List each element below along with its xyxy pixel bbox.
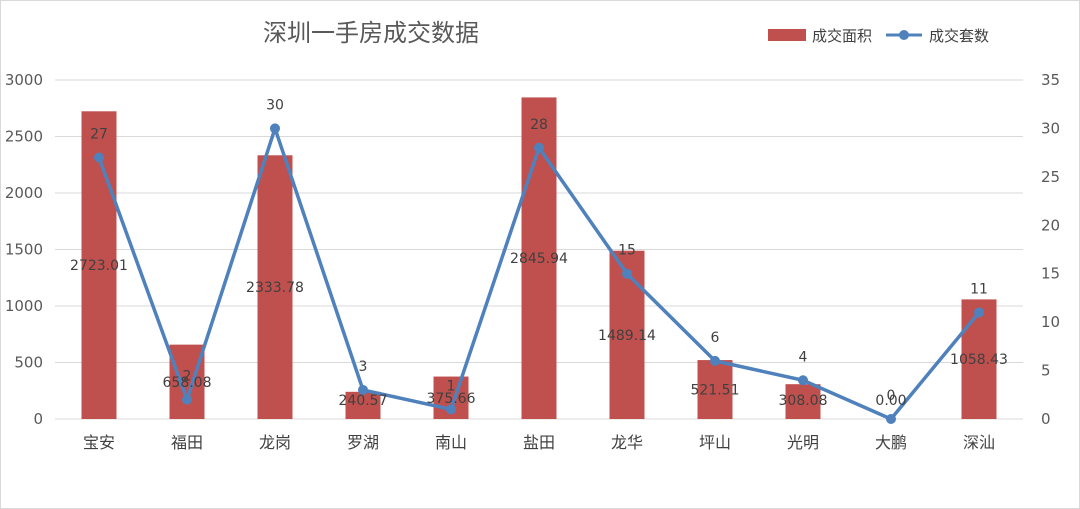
- legend-line-label: 成交套数: [929, 27, 989, 45]
- left-tick-label: 2000: [5, 184, 43, 202]
- right-tick-label: 10: [1041, 313, 1060, 331]
- legend-bar-swatch: [768, 29, 806, 41]
- line-data-label: 1: [447, 378, 456, 394]
- line-point: [886, 414, 896, 424]
- category-label: 龙华: [611, 433, 643, 452]
- line-point: [358, 384, 368, 395]
- right-tick-label: 20: [1041, 216, 1060, 234]
- line-data-label: 30: [266, 97, 284, 113]
- bar: [697, 360, 733, 419]
- bar-data-label: 521.51: [691, 383, 740, 399]
- bar: [257, 155, 293, 419]
- category-label: 坪山: [699, 433, 731, 452]
- line-data-label: 4: [799, 349, 808, 365]
- category-axis: 宝安 福田 龙岗 罗湖 南山 盐田 龙华 坪山 光明 大鹏 深汕: [83, 433, 995, 452]
- bar: [961, 299, 997, 419]
- bar: [785, 384, 821, 419]
- left-tick-label: 1000: [5, 297, 43, 315]
- legend: 成交面积 成交套数: [768, 27, 989, 45]
- line-data-label: 28: [530, 117, 548, 133]
- line-data-label: 27: [90, 126, 108, 142]
- line-point: [182, 394, 192, 405]
- legend-line-marker: [899, 30, 909, 40]
- category-label: 光明: [787, 433, 819, 452]
- line-data-label: 6: [711, 330, 720, 346]
- left-tick-label: 3000: [5, 71, 43, 89]
- line-point: [270, 123, 280, 134]
- bar-data-label: 240.57: [339, 393, 388, 409]
- right-tick-label: 25: [1041, 168, 1060, 186]
- line-point: [534, 142, 544, 153]
- category-label: 大鹏: [875, 433, 907, 452]
- bar-data-label: 0.00: [875, 393, 906, 409]
- category-label: 南山: [435, 433, 467, 452]
- bar-data-label: 658.08: [163, 375, 212, 391]
- line-data-label: 0: [887, 388, 896, 404]
- line-point: [798, 375, 808, 386]
- left-tick-label: 2500: [5, 128, 43, 146]
- line-data-label: 15: [618, 243, 636, 259]
- bar-series: [81, 97, 997, 420]
- left-tick-label: 1500: [5, 241, 43, 259]
- bar-data-label: 2723.01: [70, 258, 128, 274]
- bar-data-label: 1058.43: [950, 352, 1008, 368]
- line-series: [94, 123, 984, 424]
- left-axis: 0 500 1000 1500 2000 2500 3000: [5, 71, 43, 428]
- line-point: [622, 268, 632, 279]
- right-tick-label: 5: [1041, 362, 1051, 380]
- bar-data-labels: 2723.01 658.08 2333.78 240.57 375.66 2845.94 1…: [70, 251, 1008, 409]
- category-label: 福田: [171, 433, 203, 452]
- category-label: 盐田: [523, 433, 555, 452]
- right-axis: 0 5 10 15 20 25 30 35: [1041, 71, 1060, 428]
- line-data-labels: 27 2 30 3 1 28 15 6 4 0 11: [90, 97, 988, 404]
- left-tick-label: 0: [33, 410, 43, 428]
- legend-bar-label: 成交面积: [812, 27, 872, 45]
- bar: [345, 391, 381, 419]
- line-point: [710, 355, 720, 366]
- bar-data-label: 2333.78: [246, 280, 304, 296]
- line-data-label: 3: [359, 359, 368, 375]
- line-point: [446, 404, 456, 415]
- right-tick-label: 30: [1041, 119, 1060, 137]
- category-label: 龙岗: [259, 433, 291, 452]
- chart-title: 深圳一手房成交数据: [263, 19, 479, 47]
- bar-data-label: 375.66: [427, 391, 476, 407]
- bar-data-label: 2845.94: [510, 251, 568, 267]
- line-point: [94, 152, 104, 163]
- left-tick-label: 500: [14, 354, 43, 372]
- right-tick-label: 35: [1041, 71, 1060, 89]
- bar-data-label: 308.08: [779, 393, 828, 409]
- line-data-label: 2: [183, 369, 192, 385]
- right-tick-label: 15: [1041, 265, 1060, 283]
- bar: [609, 250, 645, 419]
- line-data-label: 11: [970, 281, 988, 297]
- category-label: 罗湖: [347, 433, 379, 452]
- bar: [169, 344, 205, 419]
- line-point: [974, 307, 984, 318]
- bar-data-label: 1489.14: [598, 328, 656, 344]
- right-tick-label: 0: [1041, 410, 1051, 428]
- category-label: 深汕: [963, 433, 995, 452]
- category-label: 宝安: [83, 433, 115, 452]
